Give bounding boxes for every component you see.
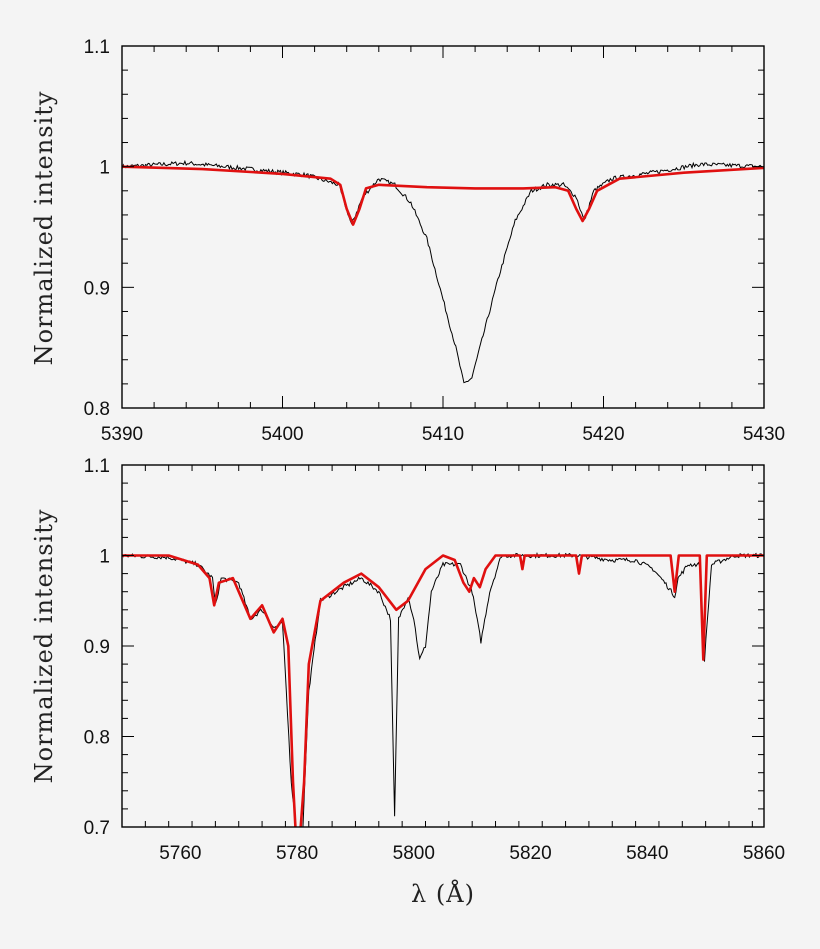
top-ylabel: Normalized intensity (30, 91, 58, 366)
bottom-ylabel: Normalized intensity (30, 509, 58, 784)
top-model-spectrum-line (122, 165, 764, 226)
x-tick-label: 5390 (101, 424, 143, 445)
top-spectrum-panel: Normalized intensity 5390 5400 5410 5420 543… (30, 37, 785, 445)
y-tick-label: 1 (99, 158, 110, 179)
y-tick-label: 0.8 (84, 399, 110, 420)
x-tick-label: 5410 (422, 424, 464, 445)
bottom-model-spectrum-line (122, 554, 764, 827)
y-tick-label: 1.1 (84, 37, 110, 58)
x-tick-label: 5760 (159, 843, 201, 864)
plot-frame (121, 464, 765, 828)
x-tick-label: 5800 (393, 843, 435, 864)
bottom-observed-spectrum-line (122, 552, 764, 827)
y-tick-label: 0.9 (84, 637, 110, 658)
y-tick-label: 1.1 (84, 456, 110, 477)
bottom-spectrum-panel: Normalized intensity λ (Å) 5760 5780 5800 5… (30, 456, 785, 908)
y-tick-label: 1 (99, 547, 110, 568)
top-observed-spectrum-line (122, 159, 764, 384)
y-tick-label: 0.8 (84, 728, 110, 749)
bottom-xlabel: λ (Å) (411, 879, 475, 908)
x-tick-label: 5860 (743, 843, 785, 864)
y-tick-label: 0.7 (84, 818, 110, 839)
plot-frame (121, 45, 765, 409)
x-tick-label: 5430 (743, 424, 785, 445)
x-tick-label: 5400 (261, 424, 303, 445)
x-tick-label: 5820 (509, 843, 551, 864)
x-tick-label: 5840 (626, 843, 668, 864)
y-tick-label: 0.9 (84, 278, 110, 299)
x-tick-label: 5780 (276, 843, 318, 864)
x-tick-label: 5420 (582, 424, 624, 445)
